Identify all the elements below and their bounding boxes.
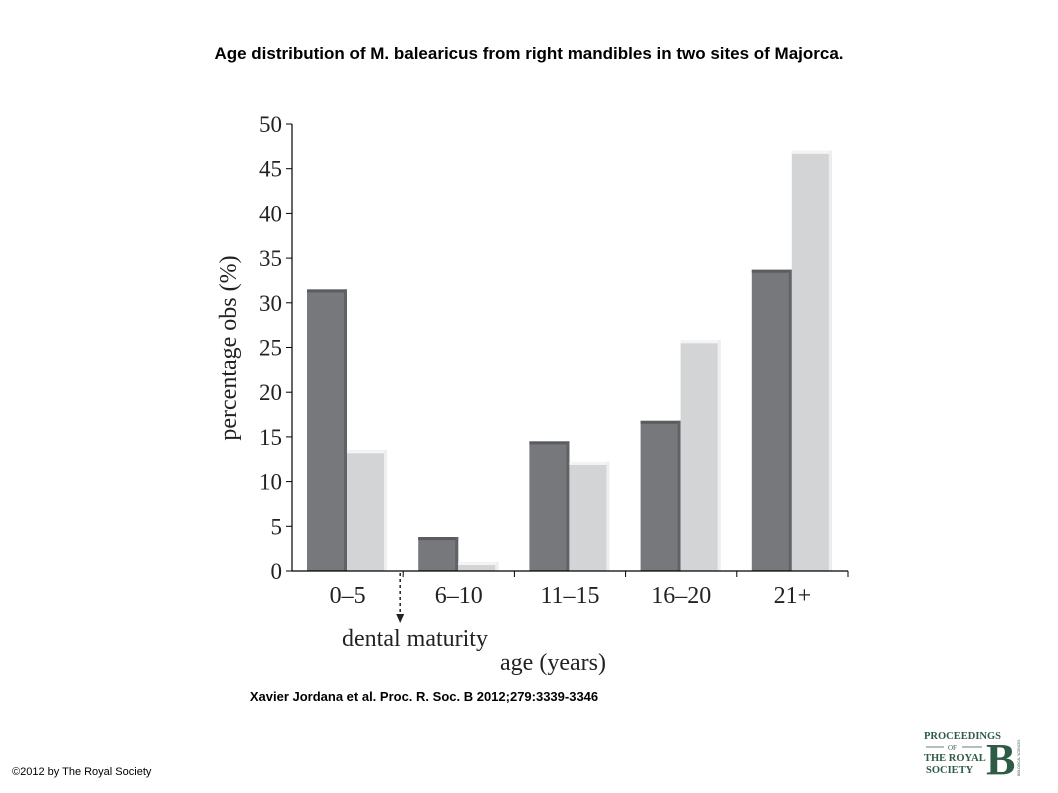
bar-top-edge [458,562,499,566]
bar [791,150,832,571]
bar-top-edge [680,340,721,344]
dental-maturity-label: dental maturity [342,626,488,652]
y-tick-label: 45 [259,157,282,182]
y-tick-label: 0 [271,559,283,584]
bar-right-edge [455,537,459,571]
bar-right-edge [828,150,832,571]
bars [307,150,849,577]
bar [640,420,681,571]
x-axis-tick-labels: 0–5 6–10 11–15 16–20 21+ [330,583,812,609]
bar-right-edge [788,269,792,571]
bar [347,450,387,571]
y-tick-label: 5 [271,514,283,539]
bar-top-edge [529,441,570,445]
bar-right-edge [384,450,387,571]
bar [680,340,721,571]
x-tick-label: 6–10 [435,583,483,609]
bar-top-edge [347,450,387,454]
y-axis-ticks: 0 5 10 15 20 25 30 35 40 45 50 [259,112,292,584]
logo-line-3: THE ROYAL [924,753,986,764]
logo-letter-b: B [986,735,1015,780]
bar-right-edge [677,420,681,571]
bar-right-edge [606,461,610,571]
bar-top-edge [307,289,347,293]
x-tick-label: 0–5 [330,583,366,609]
bar [569,461,610,571]
y-tick-label: 10 [259,470,282,495]
y-tick-label: 25 [259,336,282,361]
y-tick-label: 50 [259,112,282,137]
x-axis-label: age (years) [500,650,606,676]
logo-line-2: OF [948,744,957,752]
bar-right-edge [566,441,570,571]
bar-top-edge [640,420,681,424]
bar-top-edge [418,537,459,541]
logo-line-1: PROCEEDINGS [924,731,1001,742]
bar [458,562,499,571]
citation: Xavier Jordana et al. Proc. R. Soc. B 20… [249,689,599,704]
bar [529,441,570,571]
copyright: ©2012 by The Royal Society [12,766,152,778]
logo-side-text: BIOLOGICAL SCIENCES [1017,740,1021,776]
bar [418,537,459,571]
y-tick-label: 40 [259,201,282,226]
slide-title: Age distribution of M. balearicus from r… [214,44,844,63]
y-tick-label: 30 [259,291,282,316]
bar-top-edge [791,150,832,154]
y-tick-label: 15 [259,425,282,450]
proceedings-b-logo: PROCEEDINGS OF THE ROYAL SOCIETY B BIOLO… [924,731,1021,780]
bar-top-edge [751,269,792,273]
x-tick-label: 16–20 [651,583,711,609]
bar-right-edge [495,562,499,571]
y-tick-label: 35 [259,246,282,271]
dental-maturity-arrowhead [396,614,405,623]
logo-line-4: SOCIETY [926,765,974,776]
y-axis-label: percentage obs (%) [216,255,242,440]
bar-right-edge [717,340,721,571]
bar-right-edge [344,289,347,571]
x-tick-label: 21+ [774,583,812,609]
bar [751,269,792,571]
bar [307,289,347,571]
dental-maturity-annotation: dental maturity [342,573,488,652]
y-tick-label: 20 [259,380,282,405]
x-tick-label: 11–15 [540,583,599,609]
bar-top-edge [569,461,610,465]
